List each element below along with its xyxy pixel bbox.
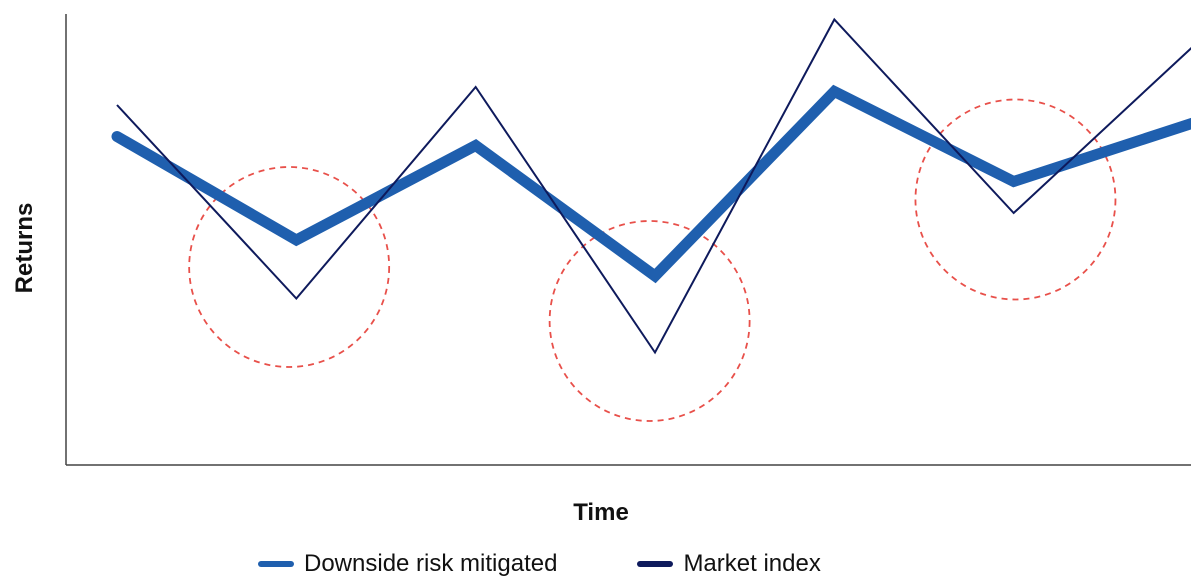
legend-item-market: Market index: [637, 550, 821, 577]
series-line-downside-risk-mitigated: [111, 84, 1191, 284]
legend-swatch-market: [637, 561, 674, 567]
annotation-circle-2: [548, 220, 751, 422]
legend-label-downside: Downside risk mitigated: [304, 550, 558, 577]
plot-area: [111, 17, 1191, 422]
y-axis-title: Returns: [11, 203, 38, 294]
series-line-market-index: [116, 17, 1191, 355]
legend-label-market: Market index: [683, 550, 821, 577]
legend-swatch-downside: [258, 561, 294, 567]
annotation-circle-1: [188, 166, 391, 368]
chart-legend: Downside risk mitigated Market index: [258, 550, 821, 577]
annotation-circle-3: [914, 98, 1117, 301]
x-axis-title: Time: [573, 499, 629, 526]
legend-item-downside: Downside risk mitigated: [258, 550, 557, 577]
